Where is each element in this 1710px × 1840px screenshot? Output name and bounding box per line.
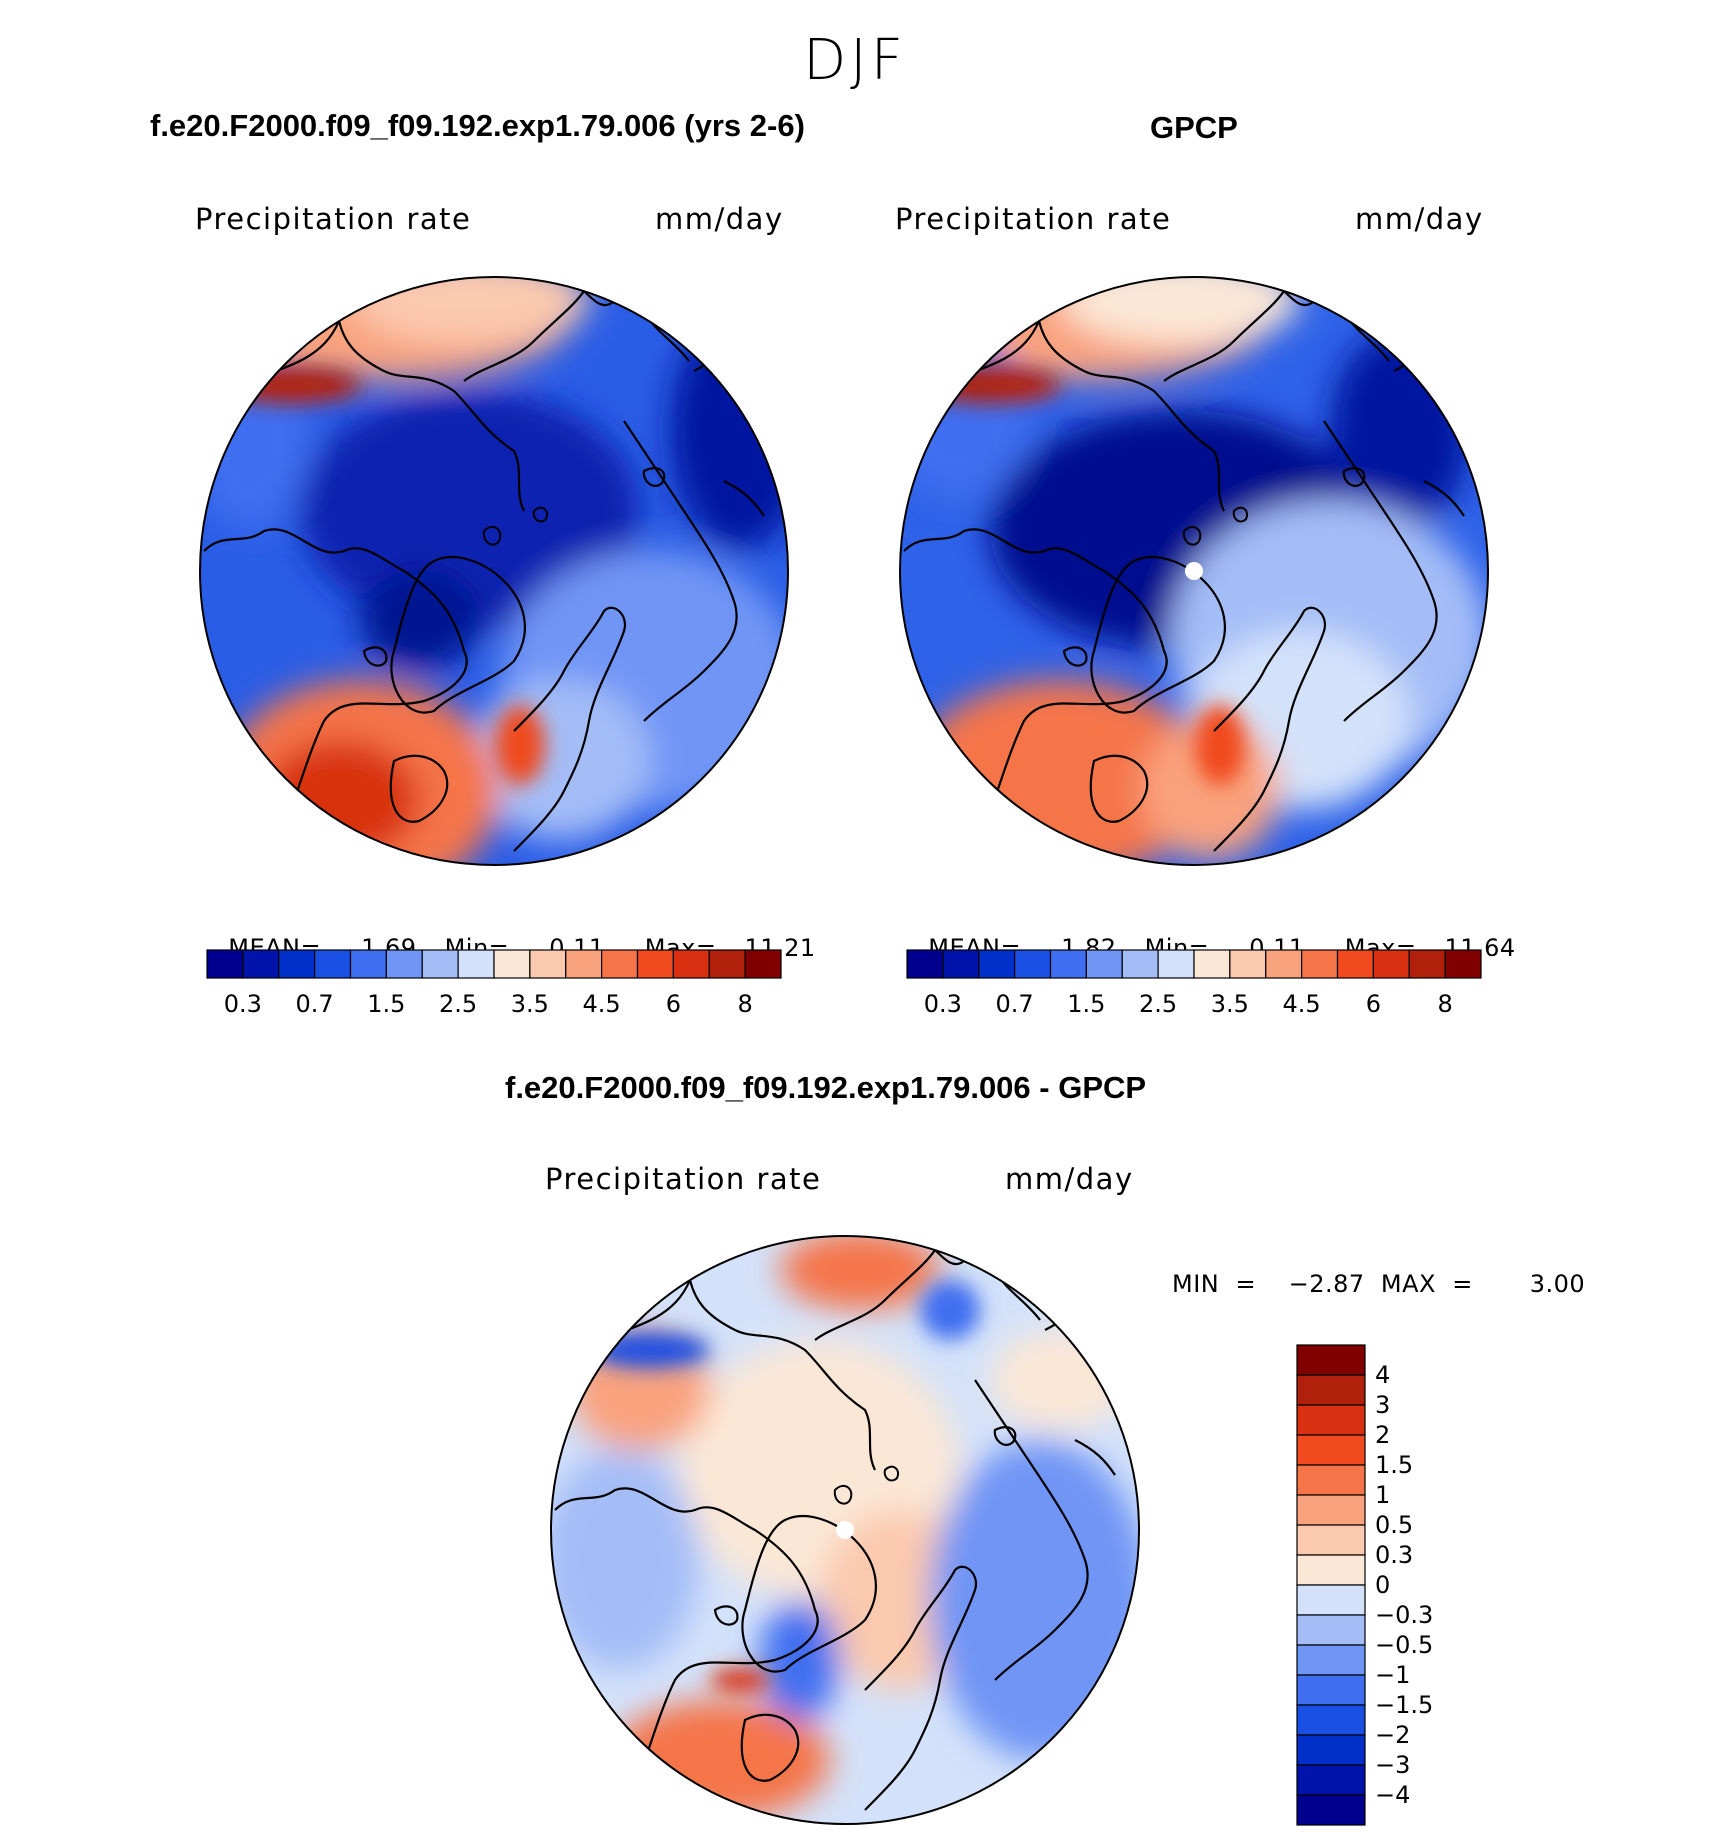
colorbar-swatch (1296, 1614, 1366, 1646)
colorbar-tick-label: 4.5 (1283, 990, 1321, 1018)
colorbar-swatch (314, 949, 352, 979)
colorbar-tick-label: 3.5 (511, 990, 549, 1018)
colorbar-swatch (1296, 1704, 1366, 1736)
colorbar-swatch (1265, 949, 1303, 979)
colorbar-swatch (1296, 1584, 1366, 1616)
colorbar-tick-label: 0.7 (296, 990, 334, 1018)
panel-title-obs: GPCP (1150, 110, 1238, 145)
colorbar-swatch (1408, 949, 1446, 979)
colorbar-obs: 0.3 0.7 1.5 2.5 3.5 4.5 6 8 (906, 949, 1482, 1018)
colorbar-swatch (978, 949, 1016, 979)
colorbar-tick-label: −4 (1375, 1781, 1410, 1809)
colorbar-swatch (744, 949, 782, 979)
colorbar-tick-label: 2.5 (1139, 990, 1177, 1018)
colorbar-swatch (349, 949, 387, 979)
colorbar-tick-label: −2 (1375, 1721, 1410, 1749)
colorbar-swatch (906, 949, 944, 979)
colorbar-model: 0.3 0.7 1.5 2.5 3.5 4.5 6 8 (206, 949, 782, 1018)
colorbar-tick-label: 0.7 (996, 990, 1034, 1018)
colorbar-tick-label: 8 (737, 990, 752, 1018)
colorbar-tick-label: 6 (666, 990, 681, 1018)
colorbar-swatch (1296, 1554, 1366, 1586)
units-label-diff: mm/day (1005, 1162, 1134, 1196)
colorbar-tick-label: 6 (1366, 990, 1381, 1018)
colorbar-swatch (421, 949, 459, 979)
colorbar-swatch (1157, 949, 1195, 979)
variable-label-obs: Precipitation rate (895, 202, 1172, 236)
colorbar-swatch (1296, 1734, 1366, 1766)
colorbar-swatch (1085, 949, 1123, 979)
colorbar-swatch (529, 949, 567, 979)
colorbar-tick-label: −1.5 (1375, 1691, 1433, 1719)
colorbar-tick-label: −3 (1375, 1751, 1410, 1779)
colorbar-swatch (1193, 949, 1231, 979)
colorbar-swatch (1296, 1464, 1366, 1496)
colorbar-swatch (1296, 1434, 1366, 1466)
colorbar-swatch (278, 949, 316, 979)
colorbar-swatch (1296, 1524, 1366, 1556)
colorbar-swatch (565, 949, 603, 979)
colorbar-swatch (636, 949, 674, 979)
colorbar-swatch (242, 949, 280, 979)
colorbar-swatch (493, 949, 531, 979)
colorbar-swatch (206, 949, 244, 979)
colorbar-tick-label: −1 (1375, 1661, 1410, 1689)
panel-title-diff: f.e20.F2000.f09_f09.192.exp1.79.006 - GP… (505, 1070, 1147, 1105)
colorbar-swatch (942, 949, 980, 979)
colorbar-tick-label: 1.5 (1067, 990, 1105, 1018)
colorbar-swatch (1296, 1494, 1366, 1526)
colorbar-tick-label: 0 (1375, 1571, 1390, 1599)
units-label-model: mm/day (655, 202, 784, 236)
colorbar-tick-label: 0.3 (924, 990, 962, 1018)
colorbar-swatch (1296, 1374, 1366, 1406)
map-obs (899, 276, 1489, 866)
colorbar-swatch (1296, 1644, 1366, 1676)
colorbar-tick-label: 4 (1375, 1361, 1390, 1389)
colorbar-tick-label: −0.5 (1375, 1631, 1433, 1659)
colorbar-swatch (1372, 949, 1410, 979)
colorbar-swatch (1296, 1344, 1366, 1376)
colorbar-swatch (1301, 949, 1339, 979)
colorbar-tick-label: 4.5 (583, 990, 621, 1018)
colorbar-swatch (1336, 949, 1374, 979)
colorbar-tick-label: 3.5 (1211, 990, 1249, 1018)
map-diff (550, 1235, 1140, 1825)
colorbar-tick-label: −0.3 (1375, 1601, 1433, 1629)
colorbar-tick-label: 3 (1375, 1391, 1390, 1419)
colorbar-tick-label: 1.5 (1375, 1451, 1413, 1479)
colorbar-swatch (457, 949, 495, 979)
colorbar-swatch (601, 949, 639, 979)
colorbar-tick-label: 1.5 (367, 990, 405, 1018)
colorbar-tick-label: 0.3 (224, 990, 262, 1018)
colorbar-tick-label: 8 (1437, 990, 1452, 1018)
units-label-obs: mm/day (1355, 202, 1484, 236)
variable-label-model: Precipitation rate (195, 202, 472, 236)
colorbar-swatch (1296, 1794, 1366, 1826)
variable-label-diff: Precipitation rate (545, 1162, 822, 1196)
colorbar-swatch (1296, 1674, 1366, 1706)
colorbar-swatch (1121, 949, 1159, 979)
colorbar-tick-label: 1 (1375, 1481, 1390, 1509)
figure-title: DJF (803, 28, 907, 93)
stats-diff: MIN = −2.87 MAX = 3.00 (1172, 1270, 1586, 1298)
colorbar-tick-label: 0.3 (1375, 1541, 1413, 1569)
colorbar-swatch (708, 949, 746, 979)
colorbar-swatch (672, 949, 710, 979)
colorbar-swatch (1049, 949, 1087, 979)
colorbar-tick-label: 0.5 (1375, 1511, 1413, 1539)
colorbar-swatch (1014, 949, 1052, 979)
colorbar-swatch (385, 949, 423, 979)
colorbar-swatch (1229, 949, 1267, 979)
panel-title-model: f.e20.F2000.f09_f09.192.exp1.79.006 (yrs… (150, 108, 805, 143)
colorbar-swatch (1296, 1764, 1366, 1796)
map-model (199, 276, 789, 866)
colorbar-swatch (1444, 949, 1482, 979)
colorbar-swatch (1296, 1404, 1366, 1436)
colorbar-tick-label: 2 (1375, 1421, 1390, 1449)
colorbar-tick-label: 2.5 (439, 990, 477, 1018)
